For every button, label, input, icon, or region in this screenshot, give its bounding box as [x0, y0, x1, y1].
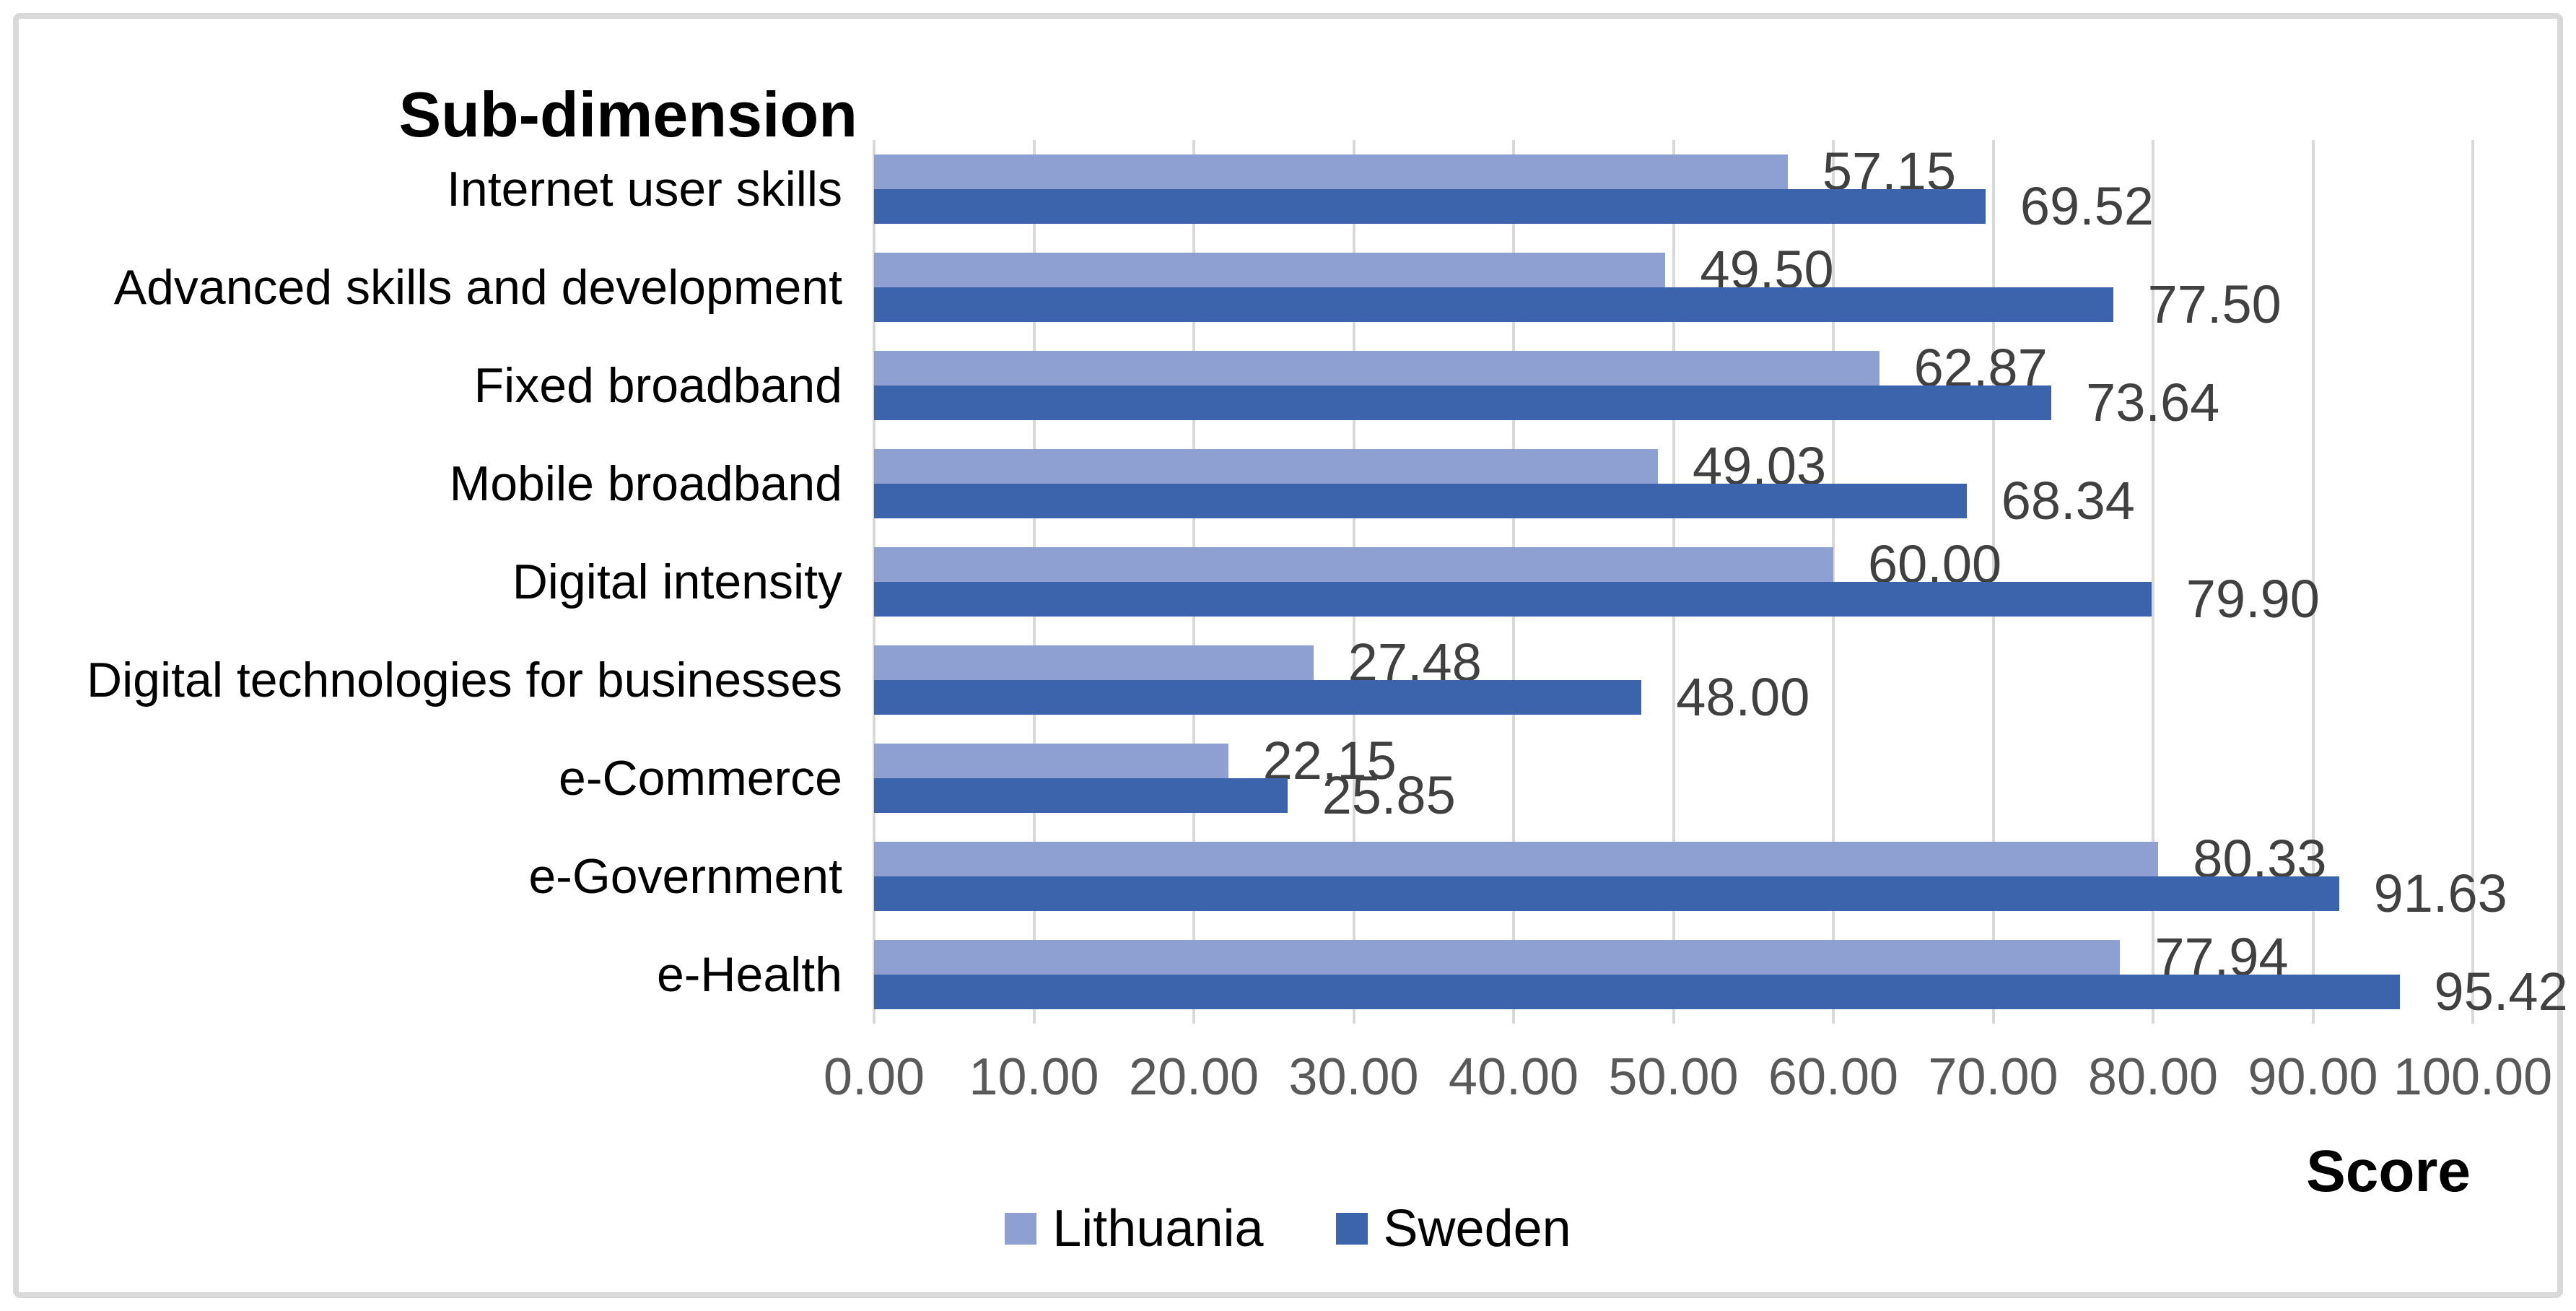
category-label: Fixed broadband — [473, 358, 842, 413]
gridline — [2311, 140, 2315, 1024]
bar-lithuania: 22.15 — [874, 734, 1397, 788]
bar-sweden: 79.90 — [874, 572, 2320, 626]
category-row: e-Health 77.94 95.42 — [19, 925, 2568, 1024]
bar-group: 80.33 91.63 — [874, 827, 2507, 925]
category-label: e-Health — [656, 947, 842, 1002]
category-row: Mobile broadband 49.03 68.34 — [19, 435, 2473, 533]
bar-value-label: 77.50 — [2147, 274, 2282, 334]
x-tick-label: 30.00 — [1288, 1048, 1419, 1106]
x-tick-label: 20.00 — [1128, 1048, 1259, 1106]
bar-value-label: 69.52 — [2020, 176, 2154, 236]
chart-title: Sub-dimension — [398, 79, 857, 150]
bar-lithuania: 60.00 — [874, 538, 2001, 591]
legend-swatch — [1005, 1213, 1037, 1245]
legend-label: Lithuania — [1052, 1200, 1264, 1258]
bar-lithuania: 49.03 — [874, 440, 1826, 493]
bar-lithuania: 57.15 — [874, 145, 1956, 199]
plot-area: Internet user skills 57.15 69.52 Advance… — [19, 140, 2568, 1024]
x-tick-label: 10.00 — [969, 1048, 1099, 1106]
bar-lithuania: 62.87 — [874, 341, 2048, 395]
bar-value-label: 73.64 — [2086, 373, 2220, 432]
bar-group: 49.50 77.50 — [874, 238, 2473, 336]
bar-sweden: 69.52 — [874, 180, 2154, 233]
bar-sweden: 73.64 — [874, 376, 2219, 430]
bar-value-label: 79.90 — [2186, 569, 2320, 629]
legend-item-sweden: Sweden — [1335, 1200, 1571, 1258]
bar-value-label: 48.00 — [1676, 667, 1810, 727]
x-axis-ticks: 0.00 10.00 20.00 30.00 40.00 50.00 60.00 70.00 8… — [824, 1048, 2552, 1123]
bar-sweden: 77.50 — [874, 278, 2282, 331]
category-row: Digital technologies for businesses 27.4… — [19, 631, 2473, 729]
gridline — [2152, 140, 2154, 1024]
category-label: Advanced skills and development — [113, 260, 842, 315]
bar-group: 49.03 68.34 — [874, 435, 2473, 533]
x-tick-label: 80.00 — [2087, 1048, 2219, 1106]
category-row: Advanced skills and development 49.50 77… — [19, 238, 2473, 336]
bar-group: 22.15 25.85 — [874, 729, 2473, 827]
x-tick-label: 70.00 — [1928, 1048, 2058, 1106]
bar-sweden: 25.85 — [874, 769, 1456, 822]
bar-value-label: 95.42 — [2434, 962, 2568, 1022]
bar-sweden: 91.63 — [874, 867, 2507, 920]
x-tick-label: 0.00 — [823, 1048, 925, 1106]
legend: Lithuania Sweden — [19, 1203, 2557, 1255]
category-label: Digital intensity — [512, 554, 842, 609]
bar-sweden: 48.00 — [874, 671, 1809, 724]
bar-value-label: 91.63 — [2373, 863, 2507, 923]
category-label: e-Commerce — [559, 751, 842, 806]
legend-swatch — [1335, 1213, 1368, 1245]
bar-sweden: 68.34 — [874, 474, 2135, 528]
category-label: Digital technologies for businesses — [86, 653, 842, 707]
bar-group: 62.87 73.64 — [874, 336, 2473, 435]
chart-frame: Sub-dimension Internet user skills 57.15… — [13, 13, 2568, 1298]
bar-lithuania: 77.94 — [874, 931, 2289, 984]
category-label: Internet user skills — [447, 162, 842, 217]
bar-sweden: 95.42 — [874, 965, 2568, 1019]
category-label: e-Government — [528, 849, 842, 904]
bar-group: 57.15 69.52 — [874, 140, 2473, 238]
gridline — [2471, 140, 2474, 1024]
category-label: Mobile broadband — [449, 456, 842, 511]
x-tick-label: 40.00 — [1448, 1048, 1579, 1106]
bar-value-label: 25.85 — [1322, 765, 1456, 825]
bar-lithuania: 80.33 — [874, 832, 2326, 886]
category-row: Digital intensity 60.00 79.90 — [19, 533, 2473, 631]
category-row: e-Government 80.33 91.63 — [19, 827, 2507, 925]
bar-value-label: 68.34 — [2001, 471, 2135, 531]
x-axis-label: Score — [2306, 1138, 2471, 1204]
bar-group: 27.48 48.00 — [874, 631, 2473, 729]
x-tick-label: 50.00 — [1608, 1048, 1739, 1106]
bar-lithuania: 27.48 — [874, 636, 1482, 689]
x-tick-label: 60.00 — [1768, 1048, 1899, 1106]
legend-item-lithuania: Lithuania — [1005, 1200, 1264, 1258]
bar-group: 77.94 95.42 — [874, 925, 2568, 1024]
x-tick-label: 100.00 — [2393, 1048, 2553, 1106]
plot-rows: Internet user skills 57.15 69.52 Advance… — [19, 140, 2568, 1024]
x-tick-label: 90.00 — [2248, 1048, 2378, 1106]
category-row: e-Commerce 22.15 25.85 — [19, 729, 2473, 827]
bar-group: 60.00 79.90 — [874, 533, 2473, 631]
legend-label: Sweden — [1383, 1200, 1571, 1258]
category-row: Fixed broadband 62.87 73.64 — [19, 336, 2473, 435]
bar-lithuania: 49.50 — [874, 243, 1834, 297]
category-row: Internet user skills 57.15 69.52 — [19, 140, 2473, 238]
